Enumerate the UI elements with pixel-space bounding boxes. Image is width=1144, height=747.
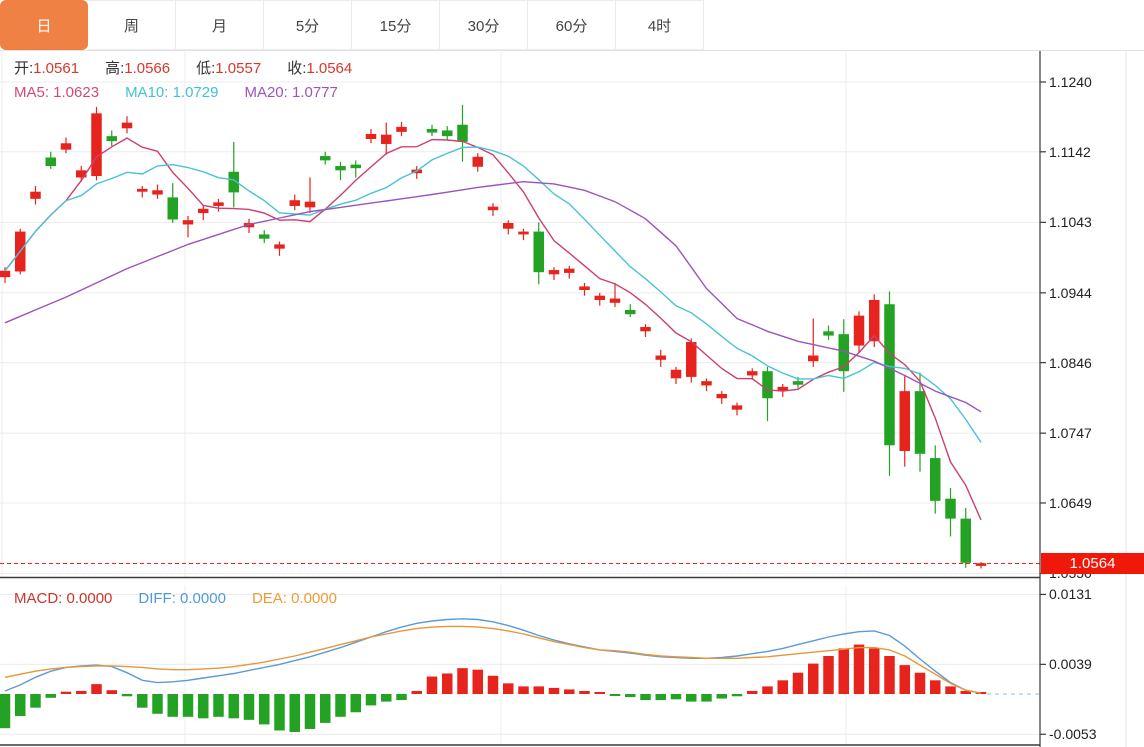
open-label: 开: [14,60,34,77]
tab-日[interactable]: 日 [0,0,88,50]
current-price-tag: 1.0564 [1041,553,1144,574]
ma-item-ma20: MA20: 1.0777 [244,84,338,101]
ma10-line [4,146,982,443]
ma-legend: MA5: 1.0623 MA10: 1.0729 MA20: 1.0777 [14,83,364,103]
tab-周[interactable]: 周 [88,0,176,50]
high-label: 高: [105,60,125,77]
ma5-line [4,137,982,521]
price-tick-1.0747: 1.0747 [1049,425,1092,442]
price-tick-1.0944: 1.0944 [1049,284,1092,301]
timeframe-tabbar: 日周月 5分 15分 30分 60分 4时 [0,0,1144,51]
ma20-line [4,180,982,413]
macd-tick-0.0131: 0.0131 [1049,586,1092,603]
macd-item-dea: DEA: 0.0000 [251,590,337,607]
tab-月[interactable]: 月 [176,0,264,50]
price-tick-1.1240: 1.1240 [1049,74,1092,90]
ma-item-ma5: MA5: 1.0623 [14,84,100,101]
macd-legend: MACD: 0.0000 DIFF: 0.0000 DEA: 0.0000 [14,589,363,609]
tab-15分[interactable]: 15分 [352,0,440,50]
low-value: 1.0557 [215,60,262,77]
open-value: 1.0561 [33,60,80,77]
dea-line [4,625,982,694]
candles-layer [0,104,987,569]
gridlines [0,50,1127,747]
close-value: 1.0564 [306,60,353,77]
tab-60分[interactable]: 60分 [528,0,616,50]
close-label: 收: [287,60,307,77]
ma-item-ma10: MA10: 1.0729 [125,84,219,101]
tab-30分[interactable]: 30分 [440,0,528,50]
price-tick-1.1142: 1.1142 [1049,143,1091,160]
price-tick-1.1043: 1.1043 [1049,214,1092,231]
ohlc-legend: 开:1.0561 高:1.0566 低:1.0557 收:1.0564 [14,59,378,79]
price-tick-1.0649: 1.0649 [1049,494,1092,511]
low-label: 低: [196,60,216,77]
macd-tick-0.0039: 0.0039 [1049,656,1092,673]
macd-histogram [0,644,987,732]
macd-item-diff: DIFF: 0.0000 [138,590,226,607]
macd-tick--0.0053: -0.0053 [1049,726,1097,743]
tab-4时[interactable]: 4时 [616,0,704,50]
high-value: 1.0566 [124,60,171,77]
diff-line [4,618,982,694]
chart-frame [0,50,1046,747]
macd-item-macd: MACD: 0.0000 [14,590,113,607]
tab-5分[interactable]: 5分 [264,0,352,50]
price-tick-1.0846: 1.0846 [1049,354,1092,371]
